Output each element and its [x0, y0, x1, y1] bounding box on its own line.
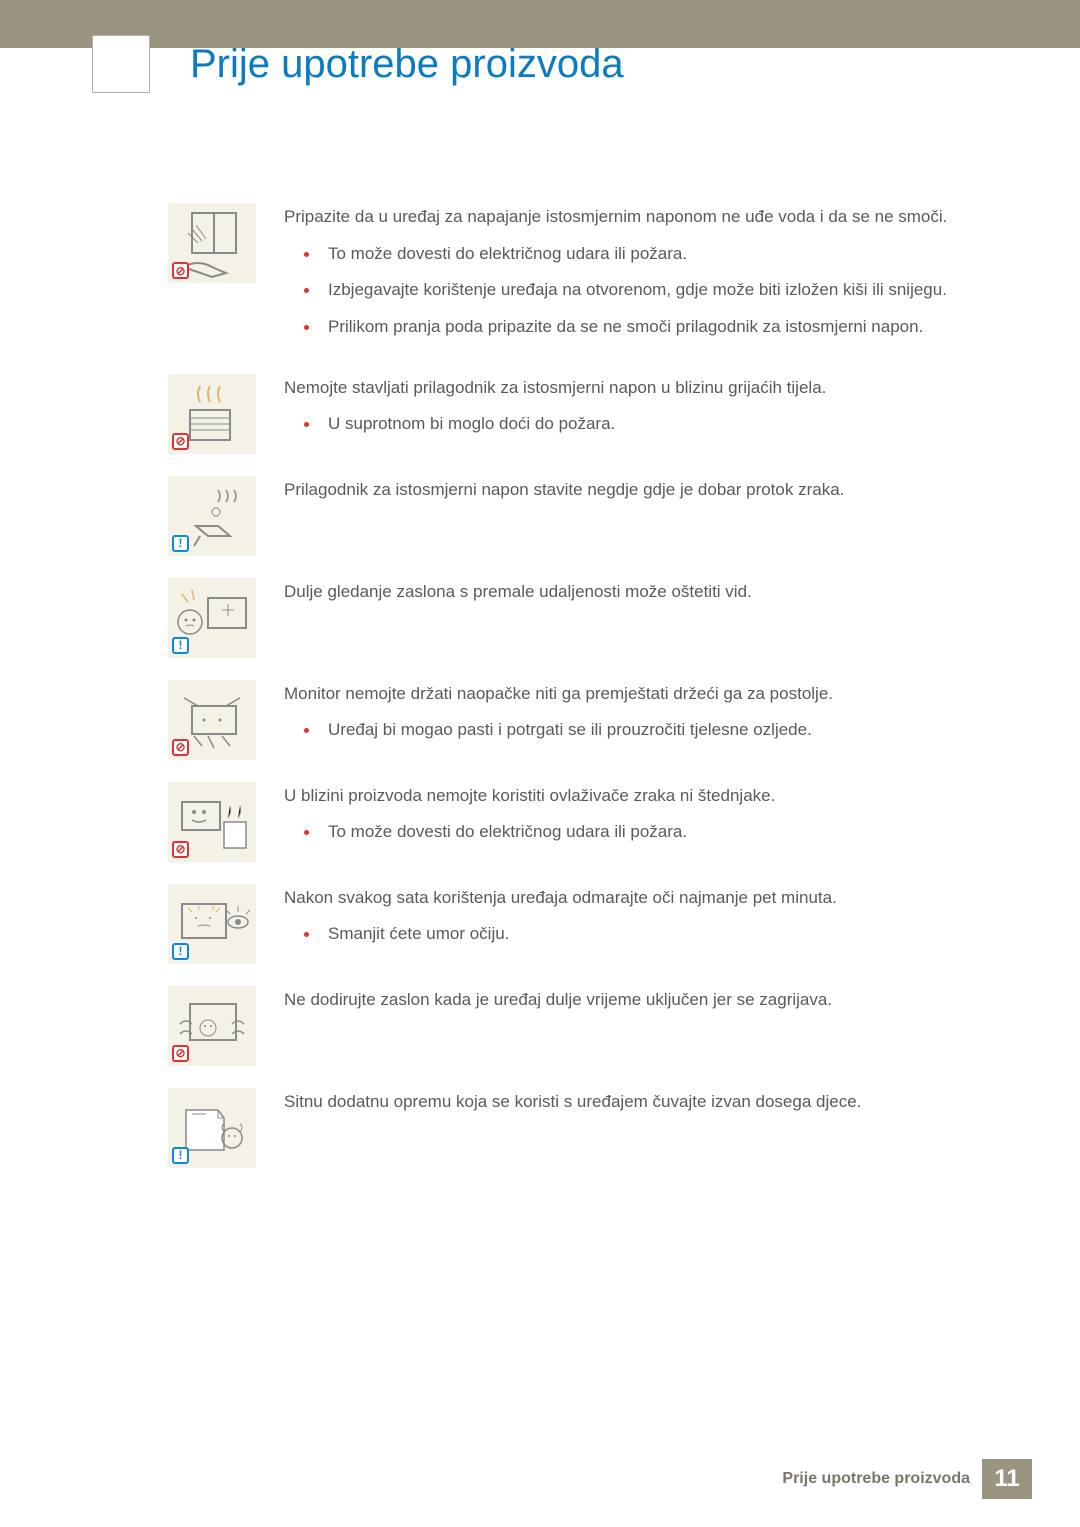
- item-bullets: Uređaj bi mogao pasti i potrgati se ili …: [304, 718, 1010, 743]
- page-title: Prije upotrebe proizvoda: [190, 42, 624, 87]
- safety-item: ! Dulje gledanje zaslona s premale udalj…: [168, 578, 1010, 658]
- rest-eyes-icon: !: [168, 884, 256, 964]
- prohibit-badge-icon: ⊘: [172, 841, 189, 858]
- safety-item: ⊘ Pripazite da u uređaj za napajanje ist…: [168, 203, 1010, 352]
- safety-item: ⊘ U blizini proizvoda nemojte koristiti …: [168, 782, 1010, 862]
- item-text: Pripazite da u uređaj za napajanje istos…: [284, 203, 1010, 352]
- info-badge-icon: !: [172, 943, 189, 960]
- bullet-item: To može dovesti do električnog udara ili…: [304, 242, 1010, 267]
- safety-item: ⊘ Monitor nemojte držati naopačke niti g…: [168, 680, 1010, 760]
- safety-item: ! Prilagodnik za istosmjerni napon stavi…: [168, 476, 1010, 556]
- item-main-text: Ne dodirujte zaslon kada je uređaj dulje…: [284, 988, 1010, 1013]
- item-main-text: U blizini proizvoda nemojte koristiti ov…: [284, 784, 1010, 809]
- page-number: 11: [982, 1459, 1032, 1499]
- eye-distance-icon: !: [168, 578, 256, 658]
- heater-icon: ⊘: [168, 374, 256, 454]
- child-accessories-icon: !: [168, 1088, 256, 1168]
- safety-item: ⊘ Nemojte stavljati prilagodnik za istos…: [168, 374, 1010, 454]
- info-badge-icon: !: [172, 535, 189, 552]
- item-text: Nemojte stavljati prilagodnik za istosmj…: [284, 374, 1010, 454]
- bullet-item: U suprotnom bi moglo doći do požara.: [304, 412, 1010, 437]
- item-text: Ne dodirujte zaslon kada je uređaj dulje…: [284, 986, 1010, 1066]
- title-row: Prije upotrebe proizvoda: [0, 35, 1080, 93]
- item-bullets: To može dovesti do električnog udara ili…: [304, 242, 1010, 340]
- page-footer: Prije upotrebe proizvoda 11: [782, 1459, 1032, 1499]
- adapter-water-icon: ⊘: [168, 203, 256, 283]
- item-main-text: Nemojte stavljati prilagodnik za istosmj…: [284, 376, 1010, 401]
- item-text: Monitor nemojte držati naopačke niti ga …: [284, 680, 1010, 760]
- safety-item: ⊘ Ne dodirujte zaslon kada je uređaj dul…: [168, 986, 1010, 1066]
- prohibit-badge-icon: ⊘: [172, 433, 189, 450]
- item-main-text: Prilagodnik za istosmjerni napon stavite…: [284, 478, 1010, 503]
- bullet-item: Uređaj bi mogao pasti i potrgati se ili …: [304, 718, 1010, 743]
- bullet-item: Smanjit ćete umor očiju.: [304, 922, 1010, 947]
- item-main-text: Monitor nemojte držati naopačke niti ga …: [284, 682, 1010, 707]
- humidifier-icon: ⊘: [168, 782, 256, 862]
- safety-item: ! Nakon svakog sata korištenja uređaja o…: [168, 884, 1010, 964]
- bullet-item: Izbjegavajte korištenje uređaja na otvor…: [304, 278, 1010, 303]
- item-text: Dulje gledanje zaslona s premale udaljen…: [284, 578, 1010, 658]
- bullet-item: To može dovesti do električnog udara ili…: [304, 820, 1010, 845]
- upside-down-icon: ⊘: [168, 680, 256, 760]
- item-text: Nakon svakog sata korištenja uređaja odm…: [284, 884, 1010, 964]
- info-badge-icon: !: [172, 1147, 189, 1164]
- item-bullets: Smanjit ćete umor očiju.: [304, 922, 1010, 947]
- footer-label: Prije upotrebe proizvoda: [782, 1470, 970, 1488]
- prohibit-badge-icon: ⊘: [172, 262, 189, 279]
- info-badge-icon: !: [172, 637, 189, 654]
- section-square-icon: [92, 35, 150, 93]
- safety-item: ! Sitnu dodatnu opremu koja se koristi s…: [168, 1088, 1010, 1168]
- bullet-item: Prilikom pranja poda pripazite da se ne …: [304, 315, 1010, 340]
- item-main-text: Nakon svakog sata korištenja uređaja odm…: [284, 886, 1010, 911]
- content-area: ⊘ Pripazite da u uređaj za napajanje ist…: [168, 203, 1010, 1168]
- item-main-text: Dulje gledanje zaslona s premale udaljen…: [284, 580, 1010, 605]
- item-text: Sitnu dodatnu opremu koja se koristi s u…: [284, 1088, 1010, 1168]
- item-main-text: Sitnu dodatnu opremu koja se koristi s u…: [284, 1090, 1010, 1115]
- item-bullets: U suprotnom bi moglo doći do požara.: [304, 412, 1010, 437]
- prohibit-badge-icon: ⊘: [172, 739, 189, 756]
- airflow-icon: !: [168, 476, 256, 556]
- hot-screen-icon: ⊘: [168, 986, 256, 1066]
- item-text: U blizini proizvoda nemojte koristiti ov…: [284, 782, 1010, 862]
- prohibit-badge-icon: ⊘: [172, 1045, 189, 1062]
- item-bullets: To može dovesti do električnog udara ili…: [304, 820, 1010, 845]
- item-main-text: Pripazite da u uređaj za napajanje istos…: [284, 205, 1010, 230]
- item-text: Prilagodnik za istosmjerni napon stavite…: [284, 476, 1010, 556]
